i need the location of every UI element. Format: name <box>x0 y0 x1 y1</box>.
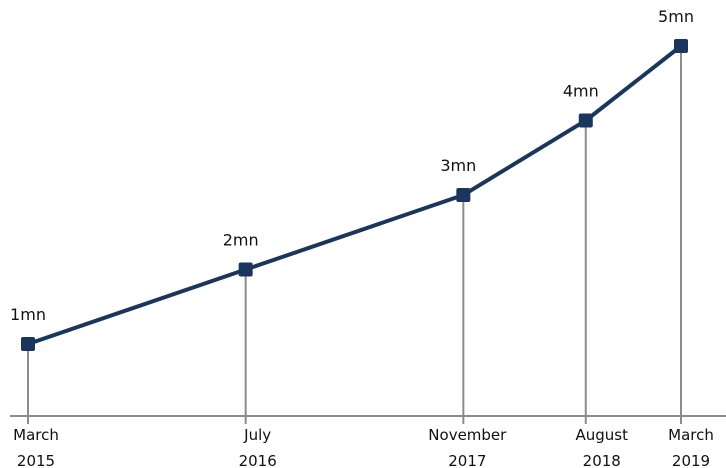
x-tick-labels: March 2015 July 2016 November 2017 August 2018 M… <box>13 426 714 468</box>
x-tick-month-1: March <box>13 426 59 444</box>
data-point-3 <box>456 188 471 202</box>
drop-lines <box>27 46 682 424</box>
data-markers <box>21 39 688 351</box>
data-point-4 <box>578 113 593 128</box>
data-label-4: 4mn <box>563 82 599 101</box>
data-labels: 1mn 2mn 3mn 4mn 5mn <box>10 7 694 324</box>
x-tick-year-2: 2016 <box>239 452 277 468</box>
x-tick-year-5: 2019 <box>672 452 710 468</box>
data-label-5: 5mn <box>658 7 694 26</box>
x-tick-month-2: July <box>243 426 271 444</box>
x-tick-month-3: November <box>428 426 507 444</box>
x-tick-year-4: 2018 <box>583 452 621 468</box>
x-tick-month-4: August <box>576 426 629 444</box>
x-tick-year-1: 2015 <box>17 452 55 468</box>
x-tick-month-5: March <box>668 426 714 444</box>
data-label-2: 2mn <box>223 231 259 250</box>
data-point-5 <box>674 39 688 53</box>
data-point-1 <box>21 337 35 351</box>
data-label-3: 3mn <box>440 156 476 175</box>
x-tick-year-3: 2017 <box>448 452 486 468</box>
data-point-2 <box>238 262 253 277</box>
data-label-1: 1mn <box>10 305 46 324</box>
